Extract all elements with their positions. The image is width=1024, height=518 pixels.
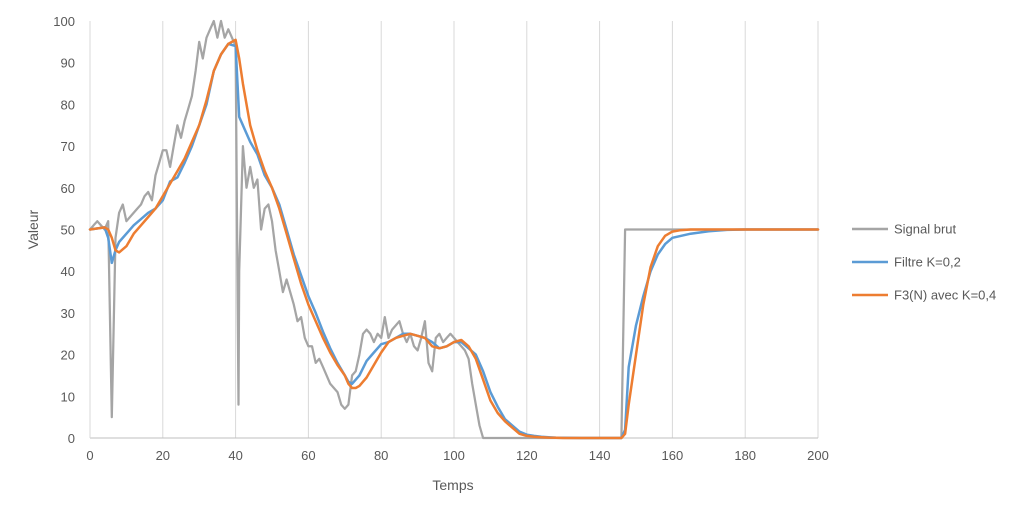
x-tick-label: 60 [301,448,315,463]
x-axis-title: Temps [432,477,473,493]
legend-label: F3(N) avec K=0,4 [894,288,996,303]
y-tick-label: 80 [61,97,75,112]
x-tick-label: 160 [662,448,684,463]
y-tick-label: 0 [68,431,75,446]
y-tick-label: 20 [61,348,75,363]
y-axis-title: Valeur [25,209,41,249]
y-tick-label: 50 [61,223,75,238]
series-line-3 [88,38,820,440]
x-tick-label: 40 [228,448,242,463]
legend-label: Signal brut [894,222,957,237]
x-tick-label: 0 [86,448,93,463]
x-tick-label: 80 [374,448,388,463]
y-tick-label: 60 [61,181,75,196]
x-tick-label: 200 [807,448,829,463]
y-tick-label: 10 [61,389,75,404]
legend: Signal brut Filtre K=0,2 F3(N) avec K=0,4 [852,222,996,303]
x-tick-label: 180 [734,448,756,463]
y-tick-label: 40 [61,264,75,279]
x-tick-label: 20 [156,448,170,463]
x-tick-label: 140 [589,448,611,463]
y-tick-label: 100 [53,14,75,29]
series-line-1 [88,19,820,440]
y-tick-label: 90 [61,56,75,71]
y-tick-label: 30 [61,306,75,321]
series-lines [88,19,820,440]
x-tick-label: 120 [516,448,538,463]
y-tick-label: 70 [61,139,75,154]
x-tick-label: 100 [443,448,465,463]
tick-labels: 0 20 40 60 80 100 120 140 160 180 200 0 10 20 30 40 50 60… [53,14,829,463]
legend-label: Filtre K=0,2 [894,255,961,270]
